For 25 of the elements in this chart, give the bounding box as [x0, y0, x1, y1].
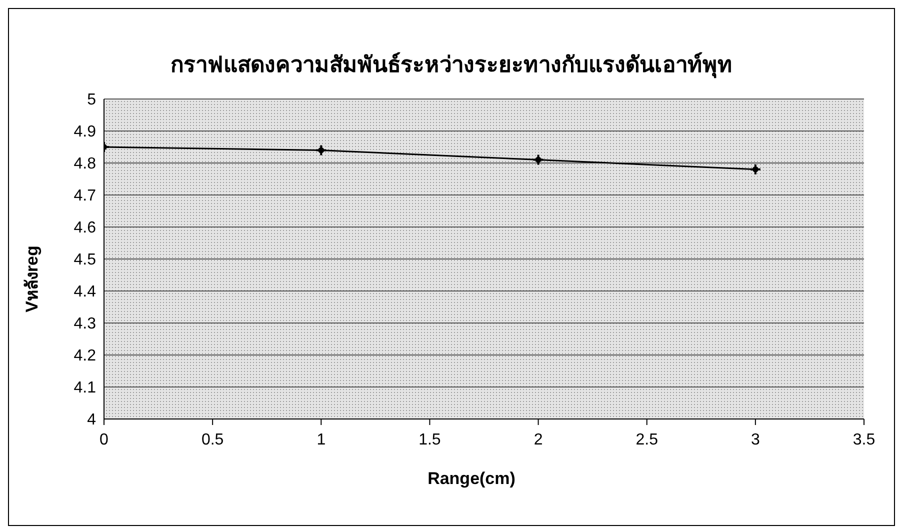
y-tick-label: 4.4 [74, 284, 96, 301]
x-tick-label: 2 [534, 431, 543, 448]
point [315, 144, 328, 156]
x-tick-label: 3.5 [852, 431, 876, 448]
x-axis-title: Range(cm) [426, 469, 516, 489]
y-axis-title: Vหลังreg [22, 246, 42, 312]
y-tick-label: 4.3 [74, 316, 96, 333]
x-tick-label: 1 [316, 431, 326, 448]
y-tick-label: 4.1 [74, 380, 96, 397]
x-tick-label: 1.5 [418, 431, 441, 448]
x-tick-label: 0.5 [201, 431, 224, 448]
y-tick-label: 4.2 [74, 348, 96, 365]
x-tick-label: 0 [100, 431, 109, 448]
y-tick-label: 4.7 [74, 188, 96, 205]
x-tick-label: 2.5 [636, 431, 658, 448]
chart-title: กราฟแสดงความสัมพันธ์ระหว่างระยะทางกับแรงดันเอาท์พุท [170, 51, 734, 80]
point [749, 163, 762, 176]
y-tick-label: 5 [87, 92, 96, 109]
point [532, 154, 544, 166]
y-tick-label: 4.5 [74, 252, 96, 269]
y-tick-label: 4.6 [74, 220, 96, 237]
y-tick-label: 4 [87, 412, 96, 429]
y-tick-label: 4.8 [74, 156, 96, 173]
x-tick-label: 3 [750, 431, 760, 448]
y-tick-label: 4.9 [74, 124, 96, 141]
